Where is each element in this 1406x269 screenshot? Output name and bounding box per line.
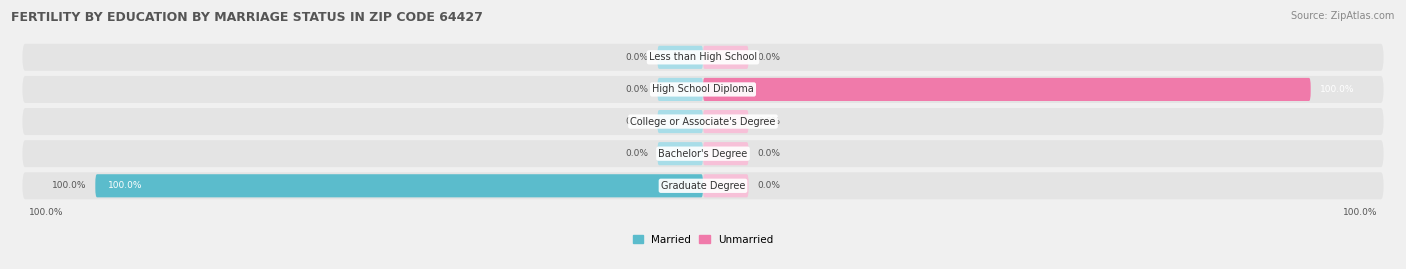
Text: 100.0%: 100.0% bbox=[28, 208, 63, 217]
FancyBboxPatch shape bbox=[703, 78, 1310, 101]
FancyBboxPatch shape bbox=[703, 174, 748, 197]
Text: 0.0%: 0.0% bbox=[626, 53, 648, 62]
Text: 0.0%: 0.0% bbox=[626, 117, 648, 126]
Legend: Married, Unmarried: Married, Unmarried bbox=[628, 231, 778, 249]
FancyBboxPatch shape bbox=[658, 46, 703, 69]
Text: 0.0%: 0.0% bbox=[758, 117, 780, 126]
FancyBboxPatch shape bbox=[22, 76, 1384, 103]
Text: 100.0%: 100.0% bbox=[1320, 85, 1354, 94]
Text: 100.0%: 100.0% bbox=[1343, 208, 1378, 217]
Text: Graduate Degree: Graduate Degree bbox=[661, 181, 745, 191]
FancyBboxPatch shape bbox=[658, 78, 703, 101]
FancyBboxPatch shape bbox=[658, 142, 703, 165]
Text: 100.0%: 100.0% bbox=[107, 181, 142, 190]
FancyBboxPatch shape bbox=[22, 108, 1384, 135]
FancyBboxPatch shape bbox=[703, 142, 748, 165]
Text: 0.0%: 0.0% bbox=[626, 85, 648, 94]
FancyBboxPatch shape bbox=[658, 110, 703, 133]
Text: Bachelor's Degree: Bachelor's Degree bbox=[658, 149, 748, 159]
FancyBboxPatch shape bbox=[703, 110, 748, 133]
FancyBboxPatch shape bbox=[22, 44, 1384, 71]
FancyBboxPatch shape bbox=[22, 172, 1384, 199]
Text: 0.0%: 0.0% bbox=[626, 149, 648, 158]
Text: Source: ZipAtlas.com: Source: ZipAtlas.com bbox=[1291, 11, 1395, 21]
FancyBboxPatch shape bbox=[22, 140, 1384, 167]
Text: FERTILITY BY EDUCATION BY MARRIAGE STATUS IN ZIP CODE 64427: FERTILITY BY EDUCATION BY MARRIAGE STATU… bbox=[11, 11, 484, 24]
Text: 0.0%: 0.0% bbox=[758, 181, 780, 190]
Text: 0.0%: 0.0% bbox=[758, 53, 780, 62]
FancyBboxPatch shape bbox=[96, 174, 703, 197]
Text: Less than High School: Less than High School bbox=[650, 52, 756, 62]
FancyBboxPatch shape bbox=[703, 46, 748, 69]
Text: High School Diploma: High School Diploma bbox=[652, 84, 754, 94]
Text: 0.0%: 0.0% bbox=[758, 149, 780, 158]
Text: College or Associate's Degree: College or Associate's Degree bbox=[630, 116, 776, 126]
Text: 100.0%: 100.0% bbox=[52, 181, 86, 190]
